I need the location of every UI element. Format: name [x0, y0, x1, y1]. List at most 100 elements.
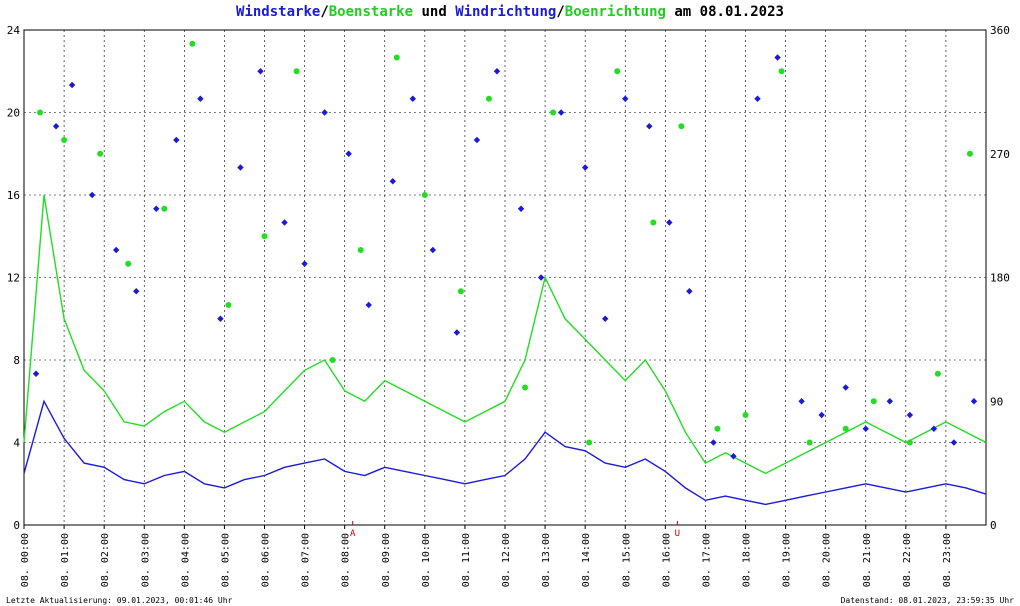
- y-tick-label-right: 360: [990, 24, 1010, 37]
- wind-direction-point: [666, 219, 673, 226]
- gust-direction-point: [457, 288, 464, 295]
- x-tick-label: 08. 22:00: [902, 533, 913, 587]
- wind-direction-point: [52, 123, 60, 130]
- title-windrichtung: Windrichtung: [455, 4, 557, 20]
- wind-direction-point: [217, 315, 224, 322]
- gust-direction-point: [678, 123, 685, 130]
- gust-direction-point: [906, 439, 913, 446]
- wind-direction-point: [453, 329, 461, 336]
- gust-direction-point: [37, 109, 44, 116]
- x-tick-label: 08. 08:00: [341, 533, 352, 587]
- wind-direction-point: [730, 453, 737, 460]
- x-tick-label: 08. 15:00: [621, 533, 632, 587]
- gust-direction-point: [393, 54, 400, 61]
- gust-direction-point: [421, 192, 428, 198]
- gust-direction-point: [61, 137, 68, 143]
- y-tick-label-left: 4: [13, 437, 20, 450]
- x-tick-label: 08. 16:00: [661, 533, 672, 587]
- gust-direction-point: [225, 302, 232, 308]
- x-tick-label: 08. 18:00: [742, 533, 753, 587]
- gust-direction-point: [870, 398, 877, 405]
- title-date: am 08.01.2023: [665, 4, 784, 20]
- x-tick-label: 08. 10:00: [421, 533, 432, 587]
- wind-direction-point: [257, 68, 264, 75]
- gust-direction-point: [842, 425, 849, 432]
- gust-direction-point: [934, 370, 941, 377]
- y-tick-label-left: 12: [7, 272, 20, 285]
- title-boenrichtung: Boenrichtung: [564, 4, 666, 20]
- x-tick-label: 08. 02:00: [100, 533, 111, 587]
- x-tick-label: 08. 03:00: [140, 533, 151, 587]
- x-tick-label: 08. 09:00: [381, 533, 392, 587]
- x-tick-label: 08. 01:00: [60, 533, 71, 587]
- wind-direction-point: [950, 439, 958, 446]
- x-tick-label: 08. 11:00: [461, 533, 472, 587]
- gust-direction-point: [189, 40, 196, 47]
- data-status-text: Datenstand: 08.01.2023, 23:59:35 Uhr: [840, 596, 1014, 605]
- x-tick-label: 08. 07:00: [301, 533, 312, 587]
- wind-direction-point: [602, 315, 609, 322]
- gust-direction-point: [485, 95, 492, 102]
- gust-direction-point: [966, 150, 973, 157]
- x-tick-label: 08. 00:00: [20, 533, 31, 587]
- y-tick-label-left: 8: [13, 354, 20, 367]
- x-tick-label: 08. 17:00: [701, 533, 712, 587]
- gust-direction-point: [329, 357, 336, 363]
- y-tick-label-left: 24: [7, 24, 21, 37]
- gust-direction-point: [614, 68, 621, 75]
- gust-direction-point: [650, 219, 657, 226]
- gust-direction-point: [357, 247, 364, 253]
- wind-direction-point: [365, 301, 372, 309]
- wind-direction-point: [557, 109, 565, 116]
- x-tick-label: 08. 05:00: [220, 533, 231, 587]
- y-tick-label-right: 180: [990, 272, 1010, 285]
- gust-direction-point: [586, 439, 593, 446]
- x-tick-label: 08. 20:00: [822, 533, 833, 587]
- x-tick-label: 08. 12:00: [501, 533, 512, 587]
- x-tick-label: 08. 19:00: [782, 533, 793, 587]
- wind-direction-point: [301, 260, 308, 267]
- x-tick-label: 08. 14:00: [581, 533, 592, 587]
- title-separator-2: /: [556, 4, 565, 20]
- wind-direction-point: [321, 109, 328, 116]
- event-marker-label: A: [350, 529, 356, 539]
- wind-direction-point: [88, 191, 96, 199]
- gust-direction-point: [778, 68, 785, 75]
- wind-direction-point: [153, 205, 160, 212]
- gust-direction-point: [550, 109, 557, 116]
- wind-direction-point: [112, 246, 120, 254]
- wind-direction-point: [862, 425, 869, 432]
- gust-direction-point: [742, 412, 749, 418]
- wind-direction-point: [798, 398, 805, 405]
- series-line-boenstarke: [23, 194, 987, 475]
- x-tick-label: 08. 13:00: [541, 533, 552, 587]
- gust-direction-point: [97, 150, 104, 157]
- last-update-text: Letzte Aktualisierung: 09.01.2023, 00:01…: [6, 596, 233, 605]
- wind-direction-point: [133, 288, 140, 295]
- wind-direction-point: [281, 219, 288, 226]
- wind-direction-point: [493, 68, 501, 75]
- wind-direction-point: [345, 150, 352, 157]
- wind-direction-point: [173, 136, 180, 144]
- title-und: und: [413, 4, 456, 20]
- wind-direction-point: [473, 136, 481, 144]
- x-tick-label: 08. 04:00: [180, 533, 191, 587]
- title-windstarke: Windstarke: [236, 4, 321, 20]
- y-tick-label-left: 0: [13, 519, 20, 532]
- wind-direction-point: [970, 398, 978, 405]
- wind-direction-point: [237, 164, 244, 171]
- y-tick-label-right: 270: [990, 148, 1010, 161]
- wind-direction-point: [774, 54, 781, 61]
- wind-direction-point: [906, 411, 914, 419]
- wind-direction-point: [409, 95, 417, 102]
- y-tick-label-left: 20: [7, 107, 20, 120]
- title-boenstarke: Boenstarke: [328, 4, 414, 20]
- y-tick-label-right: 90: [990, 395, 1003, 408]
- gust-direction-point: [261, 233, 268, 240]
- wind-direction-point: [886, 398, 893, 405]
- wind-direction-point: [517, 205, 525, 212]
- x-tick-label: 08. 23:00: [942, 533, 953, 587]
- wind-direction-point: [32, 370, 40, 377]
- x-tick-label: 08. 06:00: [261, 533, 272, 587]
